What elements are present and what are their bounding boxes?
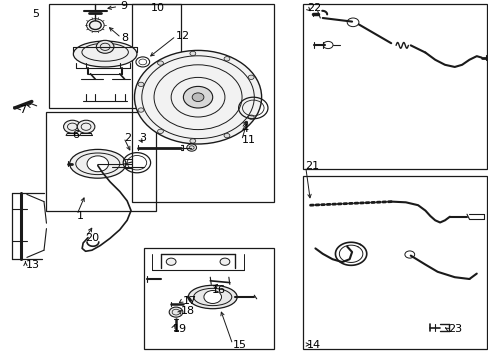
Circle shape: [192, 93, 203, 102]
Text: 7: 7: [20, 105, 27, 115]
Text: 6: 6: [72, 130, 79, 140]
Text: 5: 5: [32, 9, 39, 19]
Text: 20: 20: [85, 233, 100, 243]
Text: 9: 9: [120, 1, 127, 12]
Circle shape: [96, 40, 114, 53]
Text: 3: 3: [139, 133, 146, 143]
Circle shape: [248, 115, 254, 119]
Text: 23: 23: [447, 324, 461, 334]
Circle shape: [63, 120, 81, 133]
Text: 22: 22: [306, 3, 321, 13]
Circle shape: [157, 129, 163, 134]
Ellipse shape: [73, 41, 137, 67]
Bar: [303, 4, 486, 169]
Ellipse shape: [188, 285, 237, 309]
Circle shape: [77, 120, 95, 133]
Bar: [46, 112, 156, 211]
Circle shape: [89, 21, 101, 30]
Text: 16: 16: [212, 285, 226, 295]
Circle shape: [224, 134, 229, 138]
Circle shape: [138, 108, 143, 112]
Circle shape: [186, 144, 196, 151]
Text: 8: 8: [121, 33, 128, 43]
Circle shape: [169, 307, 183, 317]
Circle shape: [224, 57, 229, 61]
Circle shape: [203, 291, 221, 303]
Text: 21: 21: [305, 161, 319, 171]
Circle shape: [166, 258, 176, 265]
Text: 17: 17: [182, 296, 196, 306]
Text: 13: 13: [25, 260, 40, 270]
Circle shape: [87, 156, 108, 172]
Ellipse shape: [70, 149, 126, 178]
Bar: [303, 176, 486, 349]
Text: 19: 19: [173, 324, 187, 334]
Circle shape: [189, 51, 195, 55]
Text: 14: 14: [306, 339, 321, 350]
Circle shape: [138, 82, 143, 86]
Text: 4: 4: [241, 123, 248, 134]
Text: 1: 1: [77, 211, 83, 221]
Text: 10: 10: [150, 3, 164, 13]
Circle shape: [248, 75, 254, 80]
Bar: [132, 4, 273, 202]
Text: 12: 12: [176, 31, 190, 41]
Text: 18: 18: [180, 306, 194, 316]
Circle shape: [157, 61, 163, 65]
Text: 2: 2: [123, 132, 131, 143]
Text: 15: 15: [232, 339, 246, 350]
Circle shape: [134, 50, 261, 144]
Text: 11: 11: [241, 135, 255, 145]
Bar: [49, 4, 181, 108]
Circle shape: [220, 258, 229, 265]
Bar: [144, 248, 273, 349]
Circle shape: [183, 86, 212, 108]
Circle shape: [189, 139, 195, 143]
